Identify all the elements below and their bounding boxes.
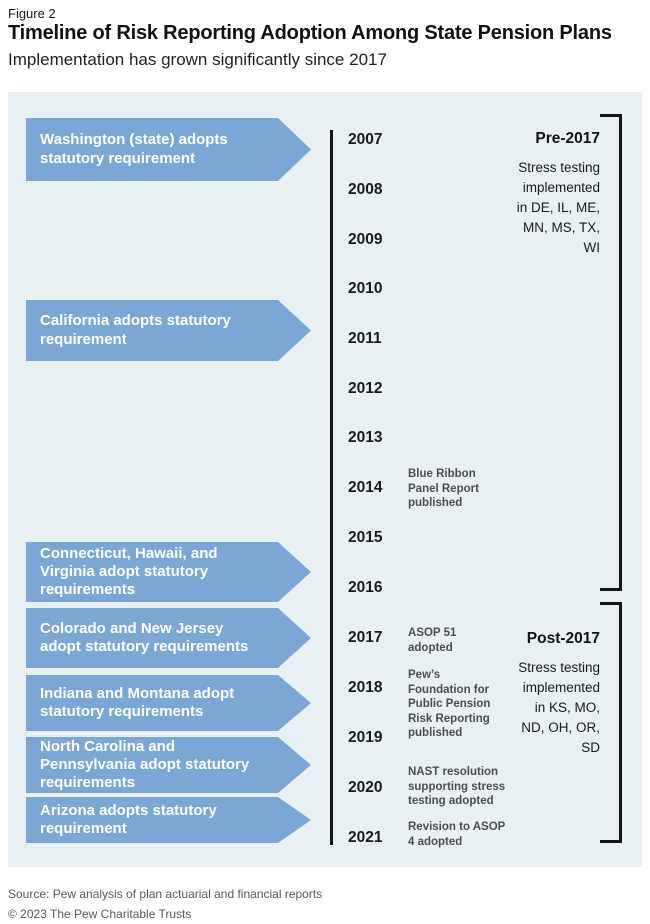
year-label-2011: 2011: [348, 330, 382, 347]
annotation-asop-51: ASOP 51 adopted: [408, 627, 457, 654]
arrow-label: Connecticut, Hawaii, and Virginia adopt …: [40, 544, 218, 599]
bracket-pre-2017: [600, 114, 622, 591]
arrow-label: North Carolina and Pennsylvania adopt st…: [40, 737, 250, 792]
arrow-label: Indiana and Montana adopt statutory requ…: [40, 684, 235, 720]
timeline-axis: [330, 130, 333, 845]
arrow-label: Washington (state) adopts statutory requ…: [40, 131, 228, 167]
year-label-2014: 2014: [348, 479, 383, 496]
annotation-blue-ribbon: Blue Ribbon Panel Report published: [408, 468, 479, 509]
year-label-2017: 2017: [348, 629, 383, 646]
period-heading-post-2017: Post-2017: [526, 630, 600, 647]
figure-label: Figure 2: [8, 6, 56, 21]
year-label-2010: 2010: [348, 280, 383, 297]
annotation-nast-resolution: NAST resolution supporting stress testin…: [408, 766, 506, 807]
year-label-2007: 2007: [348, 131, 383, 148]
arrow-colorado-new-jersey: Colorado and New Jersey adopt statutory …: [26, 608, 311, 668]
year-label-2019: 2019: [348, 729, 383, 746]
arrow-arizona: Arizona adopts statutory requirement: [26, 797, 311, 843]
year-label-2020: 2020: [348, 779, 383, 796]
arrow-label: Colorado and New Jersey adopt statutory …: [40, 619, 249, 655]
period-heading-pre-2017: Pre-2017: [535, 130, 600, 147]
bracket-post-2017: [600, 602, 622, 843]
annotation-pew-foundation: Pew’s Foundation for Public Pension Risk…: [408, 669, 491, 739]
year-label-2008: 2008: [348, 181, 383, 198]
copyright-note: © 2023 The Pew Charitable Trusts: [8, 907, 192, 921]
arrow-label: Arizona adopts statutory requirement: [40, 801, 217, 837]
period-note-post-2017: Stress testing implemented in KS, MO, ND…: [518, 660, 600, 755]
arrow-washington: Washington (state) adopts statutory requ…: [26, 118, 311, 181]
period-note-pre-2017: Stress testing implemented in DE, IL, ME…: [516, 160, 600, 255]
arrow-connecticut-hawaii-virginia: Connecticut, Hawaii, and Virginia adopt …: [26, 542, 311, 602]
year-label-2015: 2015: [348, 529, 383, 546]
page-title: Timeline of Risk Reporting Adoption Amon…: [8, 22, 612, 44]
arrow-label: California adopts statutory requirement: [40, 312, 231, 348]
page-subtitle: Implementation has grown significantly s…: [8, 50, 387, 69]
source-note: Source: Pew analysis of plan actuarial a…: [8, 887, 323, 901]
year-label-2018: 2018: [348, 679, 383, 696]
year-label-2016: 2016: [348, 579, 383, 596]
arrow-north-carolina-pennsylvania: North Carolina and Pennsylvania adopt st…: [26, 737, 311, 793]
year-label-2021: 2021: [348, 829, 383, 846]
annotation-asop-4-revision: Revision to ASOP 4 adopted: [408, 821, 506, 848]
year-label-2009: 2009: [348, 231, 383, 248]
arrow-indiana-montana: Indiana and Montana adopt statutory requ…: [26, 675, 311, 731]
year-label-2012: 2012: [348, 380, 383, 397]
year-label-2013: 2013: [348, 429, 383, 446]
arrow-california: California adopts statutory requirement: [26, 300, 311, 361]
